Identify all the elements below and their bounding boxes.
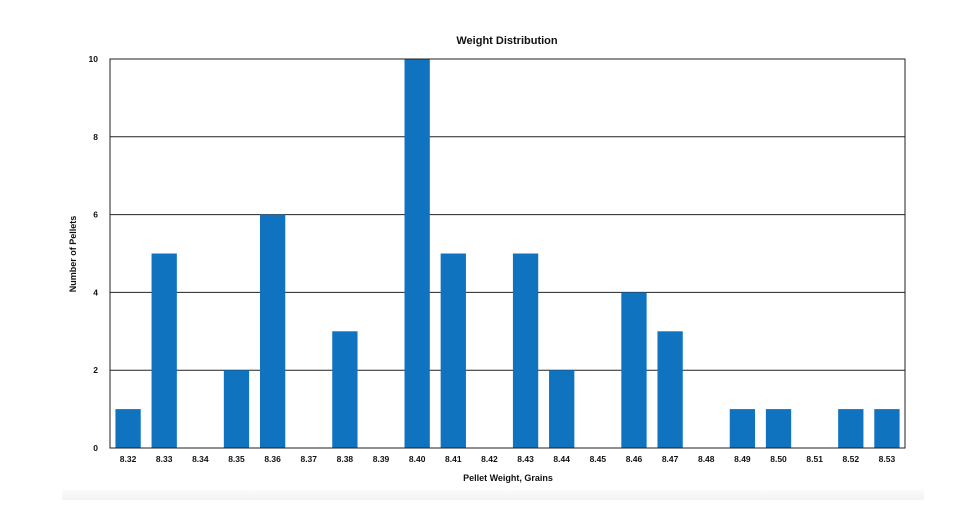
- y-tick-label: 0: [93, 443, 98, 453]
- plot-frame: [109, 58, 906, 449]
- chart-title: Weight Distribution: [456, 35, 558, 47]
- y-tick-label: 2: [93, 365, 98, 375]
- bar-8.33: [151, 253, 177, 448]
- x-tick-label: 8.42: [481, 454, 498, 464]
- x-tick-label: 8.49: [734, 454, 751, 464]
- x-tick-label: 8.41: [445, 454, 462, 464]
- bar-8.52: [838, 409, 864, 448]
- gridlines: [110, 136, 905, 371]
- bar-8.43: [512, 253, 539, 448]
- x-tick-label: 8.38: [337, 454, 354, 464]
- bar-8.47: [657, 331, 683, 448]
- bar-8.36: [259, 214, 286, 448]
- y-tick-label: 4: [93, 287, 98, 297]
- x-tick-label: 8.34: [192, 454, 209, 464]
- x-axis-title: Pellet Weight, Grains: [463, 473, 553, 483]
- y-axis-title: Number of Pellets: [68, 216, 78, 293]
- bar-8.32: [115, 409, 141, 448]
- x-tick-label: 8.48: [698, 454, 715, 464]
- x-tick-label: 8.39: [373, 454, 390, 464]
- x-tick-label: 8.51: [806, 454, 823, 464]
- x-tick-label: 8.50: [770, 454, 787, 464]
- y-tick-label: 8: [93, 132, 98, 142]
- bar-8.50: [765, 409, 792, 448]
- x-tick-label: 8.47: [662, 454, 679, 464]
- bar-8.53: [874, 409, 900, 448]
- bar-8.38: [332, 331, 358, 448]
- x-tick-label: 8.40: [409, 454, 426, 464]
- y-axis-ticks: 0 2 4 6 8 10: [89, 54, 99, 453]
- x-tick-label: 8.46: [626, 454, 643, 464]
- x-tick-label: 8.32: [120, 454, 137, 464]
- x-tick-label: 8.33: [156, 454, 173, 464]
- bottom-shadow-strip: [62, 490, 924, 500]
- bar-8.35: [223, 370, 250, 448]
- bar-8.40: [404, 59, 430, 448]
- x-tick-label: 8.36: [264, 454, 281, 464]
- bar-8.46: [621, 292, 647, 448]
- bar-8.44: [549, 370, 575, 448]
- x-axis-ticks: 8.32 8.33 8.34 8.35 8.36 8.37 8.38 8.39 8.40 8.41…: [120, 454, 896, 464]
- x-tick-label: 8.53: [879, 454, 896, 464]
- x-tick-label: 8.44: [553, 454, 570, 464]
- x-tick-label: 8.45: [590, 454, 607, 464]
- x-tick-label: 8.43: [517, 454, 534, 464]
- bar-8.49: [729, 409, 756, 448]
- bar-8.41: [440, 253, 466, 448]
- y-tick-label: 6: [93, 210, 98, 220]
- x-tick-label: 8.35: [228, 454, 245, 464]
- x-tick-label: 8.52: [843, 454, 860, 464]
- y-tick-label: 10: [89, 54, 99, 64]
- x-tick-label: 8.37: [300, 454, 317, 464]
- bar-series: [115, 59, 900, 448]
